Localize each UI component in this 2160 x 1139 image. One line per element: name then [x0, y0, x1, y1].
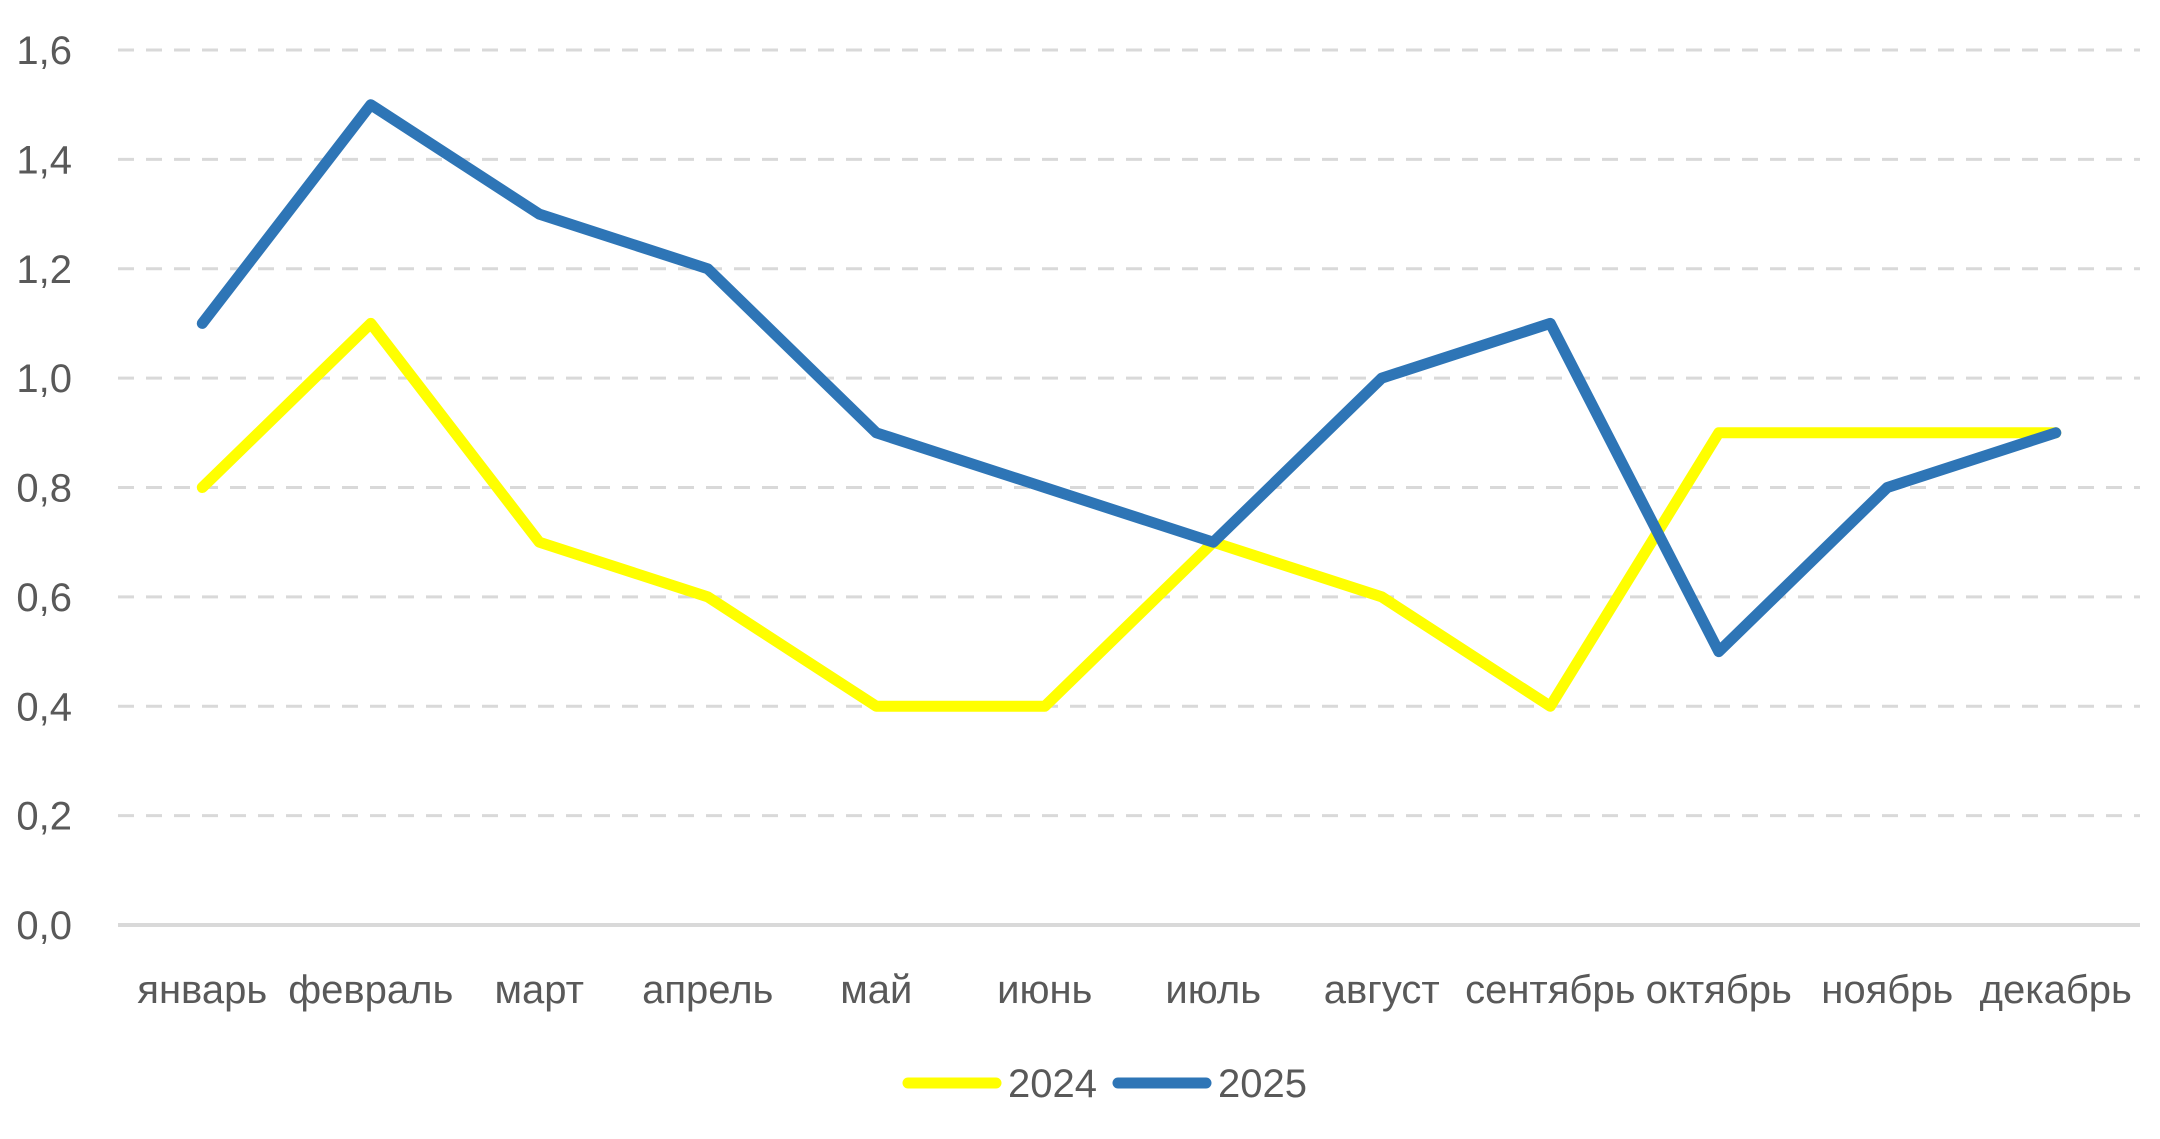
series-lines [196, 99, 2062, 712]
legend-label-2024: 2024 [1008, 1062, 1097, 1106]
y-tick-label: 0,4 [16, 685, 72, 729]
x-axis-ticks: январь февраль март апрель май июнь июль август… [137, 968, 2132, 1012]
x-tick-label: август [1324, 968, 1440, 1012]
series-line-2024 [196, 317, 2062, 712]
x-tick-label: апрель [642, 968, 773, 1012]
y-tick-label: 0,2 [16, 795, 72, 839]
x-tick-label: декабрь [1980, 968, 2132, 1012]
y-tick-label: 1,0 [16, 357, 72, 401]
legend-label-2025: 2025 [1218, 1062, 1307, 1106]
legend: 2024 2025 [902, 1062, 1307, 1106]
x-tick-label: июль [1165, 968, 1261, 1012]
x-tick-label: март [495, 968, 584, 1012]
x-tick-label: октябрь [1646, 968, 1792, 1012]
y-tick-label: 1,6 [16, 29, 72, 73]
y-tick-label: 1,2 [16, 248, 72, 292]
x-tick-label: февраль [288, 968, 453, 1012]
x-tick-label: ноябрь [1821, 968, 1953, 1012]
y-tick-label: 0,8 [16, 467, 72, 511]
x-tick-label: январь [137, 968, 267, 1012]
x-tick-label: май [840, 968, 912, 1012]
y-tick-label: 0,0 [16, 904, 72, 948]
x-tick-label: сентябрь [1465, 968, 1635, 1012]
series-line-2025 [196, 99, 2062, 658]
y-tick-label: 1,4 [16, 138, 72, 182]
y-axis-ticks: 0,0 0,2 0,4 0,6 0,8 1,0 1,2 1,4 1,6 [16, 29, 72, 948]
x-tick-label: июнь [997, 968, 1092, 1012]
y-tick-label: 0,6 [16, 576, 72, 620]
gridlines [118, 48, 2140, 927]
